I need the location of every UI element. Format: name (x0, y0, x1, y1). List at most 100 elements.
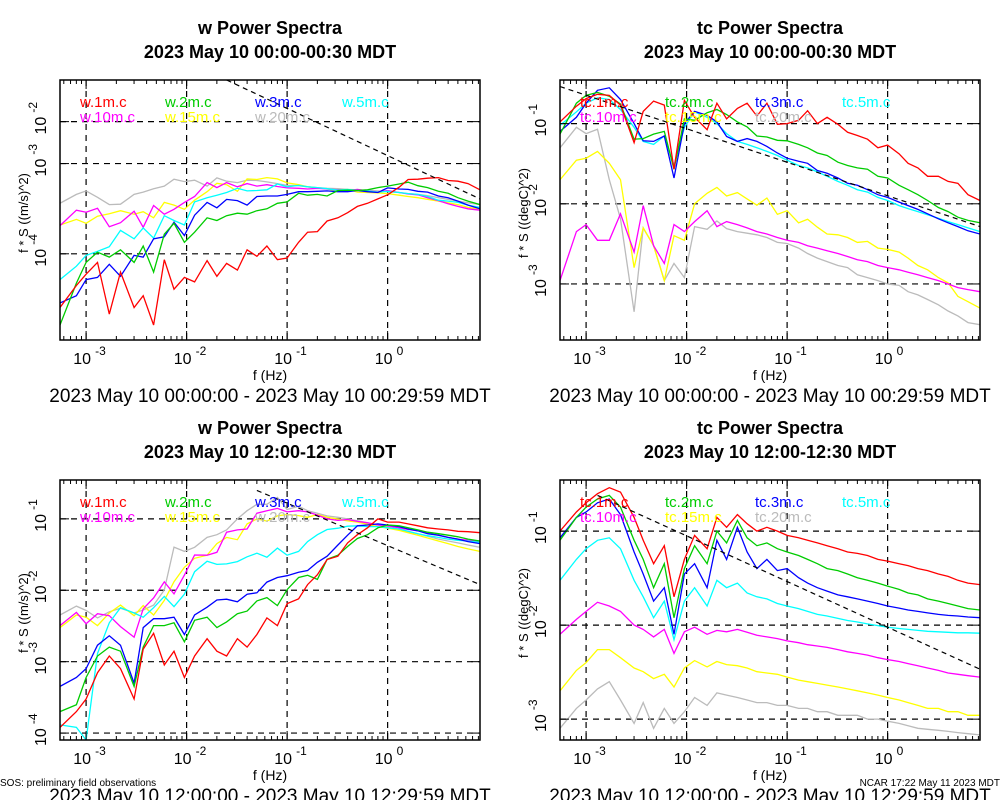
x-tick-exponent: 0 (397, 744, 404, 758)
chart-subtitle: 2023 May 10 12:00-12:30 MDT (144, 442, 396, 462)
series-line-tc-15m-c (560, 648, 980, 716)
y-tick-exponent: -3 (526, 699, 540, 710)
plot-frame (559, 479, 981, 741)
y-tick-label: 10 (533, 119, 550, 137)
y-tick-exponent: -2 (26, 570, 40, 581)
reference-slope-line (560, 85, 980, 228)
legend-entry: tc.2m.c (665, 94, 714, 111)
y-tick-label: 10 (33, 249, 50, 267)
legend-entry: w.1m.c (79, 94, 127, 111)
series-line-w-10m-c (60, 181, 480, 229)
reference-slope-line (226, 80, 480, 200)
y-axis-label: f * S ((degC)^2) (516, 568, 531, 658)
y-tick-exponent: -3 (26, 144, 40, 155)
x-tick-exponent: -1 (796, 744, 807, 758)
x-tick-label: 10 (875, 751, 893, 768)
y-tick-label-group: 10-3 (26, 642, 50, 675)
x-tick-exponent: 0 (897, 344, 904, 358)
legend-entry: tc.1m.c (580, 494, 629, 511)
x-tick-exponent: -1 (296, 344, 307, 358)
x-tick-label: 10 (573, 351, 591, 368)
x-tick-label: 10 (774, 751, 792, 768)
y-tick-label-group: 10-1 (526, 104, 550, 137)
y-tick-label-group: 10-1 (26, 499, 50, 532)
legend-entry: w.20m.c (254, 109, 311, 126)
y-axis-label: f * S ((m/s)^2) (16, 573, 31, 653)
y-tick-exponent: -1 (26, 499, 40, 510)
y-tick-label: 10 (533, 620, 550, 638)
chart-panel-1: w Power Spectra 2023 May 10 00:00-00:30 M… (16, 18, 491, 407)
legend-entry: tc.10m.c (580, 509, 637, 526)
x-tick-label: 10 (774, 351, 792, 368)
x-axis-label: f (Hz) (253, 767, 287, 783)
y-tick-label: 10 (33, 728, 50, 746)
chart-panel-4: tc Power Spectra 2023 May 10 12:00-12:30 … (516, 418, 991, 800)
y-tick-label-group: 10-4 (26, 234, 50, 267)
y-tick-label-group: 10-3 (26, 144, 50, 177)
footer-left-note: SOS: preliminary field observations (0, 778, 157, 789)
y-tick-label-group: 10-2 (526, 184, 550, 217)
series-line-tc-3m-c (560, 498, 980, 635)
x-tick-exponent: -1 (796, 344, 807, 358)
series-line-tc-3m-c (560, 87, 980, 235)
x-tick-label: 10 (174, 751, 192, 768)
legend-entry: tc.20m.c (755, 109, 812, 126)
series-line-w-10m-c (60, 507, 480, 639)
y-tick-label: 10 (533, 279, 550, 297)
x-tick-exponent: -2 (696, 344, 707, 358)
legend-entry: w.20m.c (254, 509, 311, 526)
x-tick-label: 10 (573, 751, 591, 768)
chart-subtitle: 2023 May 10 00:00-00:30 MDT (644, 42, 896, 62)
x-tick-exponent: -1 (296, 744, 307, 758)
legend-entry: tc.1m.c (580, 94, 629, 111)
x-tick-exponent: -3 (595, 344, 606, 358)
time-range-label: 2023 May 10 12:00:00 - 2023 May 10 12:29… (549, 786, 991, 800)
y-tick-exponent: -1 (526, 104, 540, 115)
y-tick-exponent: -2 (526, 605, 540, 616)
x-axis-label: f (Hz) (753, 767, 787, 783)
chart-title: tc Power Spectra (697, 418, 844, 438)
legend-entry: tc.15m.c (665, 109, 722, 126)
legend-entry: w.15m.c (164, 509, 221, 526)
chart-title: tc Power Spectra (697, 18, 844, 38)
x-tick-exponent: -3 (95, 344, 106, 358)
x-tick-label: 10 (375, 751, 393, 768)
legend-entry: w.15m.c (164, 109, 221, 126)
y-tick-label-group: 10-2 (26, 570, 50, 603)
series-line-w-1m-c (60, 176, 480, 326)
legend-entry: w.10m.c (79, 509, 136, 526)
chart-subtitle: 2023 May 10 00:00-00:30 MDT (144, 42, 396, 62)
x-tick-exponent: 0 (897, 744, 904, 758)
legend-entry: w.5m.c (341, 494, 389, 511)
series-group (60, 80, 480, 326)
chart-panel-3: w Power Spectra 2023 May 10 12:00-12:30 M… (16, 418, 491, 800)
series-line-tc-10m-c (560, 601, 980, 678)
x-tick-label: 10 (73, 351, 91, 368)
x-tick-exponent: -2 (696, 744, 707, 758)
legend-entry: w.10m.c (79, 109, 136, 126)
y-tick-exponent: -4 (26, 234, 40, 245)
series-group (60, 489, 480, 740)
series-line-tc-5m-c (560, 537, 980, 643)
x-tick-exponent: -3 (595, 744, 606, 758)
series-line-tc-10m-c (560, 205, 980, 293)
y-tick-label: 10 (533, 199, 550, 217)
legend-entry: w.2m.c (164, 494, 212, 511)
legend-entry: tc.20m.c (755, 509, 812, 526)
legend-entry: w.2m.c (164, 94, 212, 111)
x-tick-label: 10 (274, 751, 292, 768)
y-tick-label: 10 (533, 714, 550, 732)
legend-entry: tc.3m.c (755, 494, 804, 511)
y-tick-label-group: 10-4 (26, 713, 50, 746)
legend-entry: tc.5m.c (842, 494, 891, 511)
y-tick-label-group: 10-2 (526, 605, 550, 638)
time-range-label: 2023 May 10 00:00:00 - 2023 May 10 00:29… (49, 386, 491, 407)
series-line-tc-5m-c (560, 97, 980, 233)
reference-slope-line (597, 494, 980, 670)
series-line-w-3m-c (60, 523, 480, 687)
series-line-tc-20m-c (560, 126, 980, 326)
x-tick-label: 10 (875, 351, 893, 368)
time-range-label: 2023 May 10 00:00:00 - 2023 May 10 00:29… (549, 386, 991, 407)
legend-entry: tc.15m.c (665, 509, 722, 526)
